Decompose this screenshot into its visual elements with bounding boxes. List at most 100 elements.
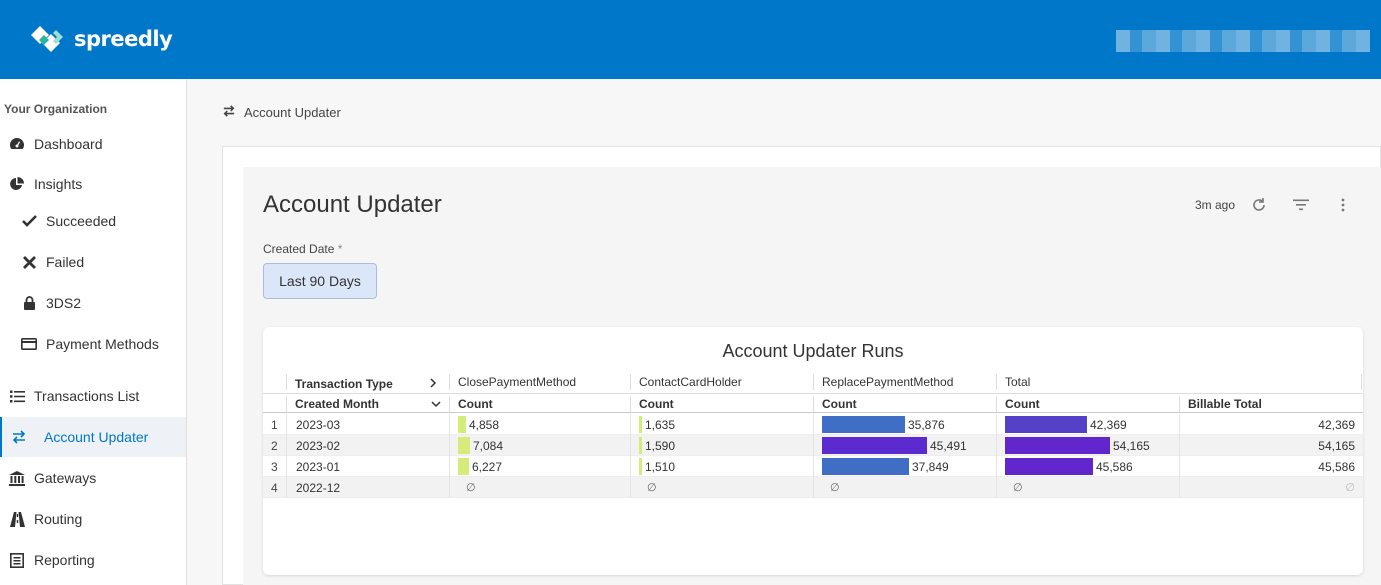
sidebar-item-label: Reporting <box>34 552 95 568</box>
pivot-dimension-label: Transaction Type <box>295 377 393 391</box>
row-dimension-label: Created Month <box>295 397 379 411</box>
brand-name: spreedly <box>74 27 173 51</box>
sidebar-item-label: Insights <box>34 176 83 192</box>
table-row[interactable]: 2 2023-02 7,084 1,590 45,491 54,165 54,165 <box>263 435 1363 456</box>
count-bar <box>458 416 466 433</box>
measure-header[interactable]: Count <box>458 397 493 411</box>
table-title: Account Updater Runs <box>722 341 904 361</box>
report-icon <box>9 552 25 568</box>
chevron-down-icon[interactable] <box>431 394 441 414</box>
refresh-icon[interactable] <box>1249 195 1269 215</box>
swap-icon <box>222 105 236 120</box>
column-divider <box>996 456 997 477</box>
more-options-icon[interactable] <box>1333 195 1353 215</box>
count-bar <box>822 416 905 433</box>
billable-total-value: 45,586 <box>1318 460 1355 474</box>
null-value: ∅ <box>647 482 657 494</box>
account-updater-runs-card: Account Updater Runs Transaction Type Cl… <box>263 327 1363 575</box>
count-value: 4,858 <box>469 418 500 432</box>
breadcrumb-label: Account Updater <box>244 105 341 120</box>
column-header-contact[interactable]: ContactCardHolder <box>639 375 742 389</box>
road-icon <box>9 511 25 527</box>
filter-icon[interactable] <box>1291 195 1311 215</box>
top-bar: spreedly <box>0 0 1381 79</box>
null-value: ∅ <box>830 482 840 494</box>
spreedly-logo[interactable]: spreedly <box>30 24 173 54</box>
row-number: 1 <box>271 418 278 432</box>
column-divider <box>286 477 287 498</box>
row-number: 2 <box>271 439 278 453</box>
count-bar <box>639 458 642 475</box>
count-bar <box>639 437 642 454</box>
sidebar-item-3ds2[interactable]: 3DS2 <box>0 283 186 323</box>
count-bar <box>1005 458 1093 475</box>
column-divider <box>813 435 814 456</box>
column-header-total[interactable]: Total <box>1005 375 1031 389</box>
column-divider <box>286 435 287 456</box>
billable-total-value: 54,165 <box>1318 439 1355 453</box>
count-value: 37,849 <box>912 460 949 474</box>
last-updated: 3m ago <box>1194 198 1235 212</box>
org-title: Your Organization <box>4 102 108 116</box>
table-row[interactable]: 4 2022-12 ∅ ∅ ∅ ∅ ∅ <box>263 477 1363 498</box>
sidebar-item-label: Account Updater <box>44 429 149 445</box>
row-number: 4 <box>271 481 278 495</box>
column-header-replace[interactable]: ReplacePaymentMethod <box>822 375 954 389</box>
sidebar-item-reporting[interactable]: Reporting <box>0 540 186 580</box>
billable-total-header[interactable]: Billable Total <box>1188 397 1262 411</box>
count-value: 45,491 <box>930 439 967 453</box>
chevron-right-icon[interactable] <box>429 374 437 394</box>
table-row[interactable]: 1 2023-03 4,858 1,635 35,876 42,369 42,369 <box>263 414 1363 435</box>
count-bar <box>1005 416 1087 433</box>
sidebar-item-failed[interactable]: Failed <box>0 242 186 282</box>
null-value: ∅ <box>466 482 476 494</box>
column-divider <box>813 477 814 498</box>
count-value: 7,084 <box>473 439 504 453</box>
column-divider <box>286 414 287 435</box>
column-divider <box>996 435 997 456</box>
list-icon <box>9 388 25 404</box>
count-value: 6,227 <box>472 460 503 474</box>
filter-label-text: Created Date <box>263 242 335 256</box>
measure-header[interactable]: Count <box>1005 397 1040 411</box>
sidebar-item-label: 3DS2 <box>46 295 82 311</box>
sidebar-item-account-updater[interactable]: Account Updater <box>0 417 186 457</box>
sidebar-item-label: Routing <box>34 511 83 527</box>
count-bar <box>822 437 927 454</box>
column-divider <box>996 414 997 435</box>
column-divider <box>630 456 631 477</box>
sidebar: Your Organization Dashboard Insights Suc… <box>0 79 187 585</box>
sidebar-item-routing[interactable]: Routing <box>0 499 186 539</box>
measure-header[interactable]: Count <box>639 397 674 411</box>
sidebar-item-succeeded[interactable]: Succeeded <box>0 201 186 241</box>
column-divider <box>630 414 631 435</box>
created-month-cell: 2023-01 <box>296 460 341 474</box>
count-value: 45,586 <box>1096 460 1133 474</box>
null-value: ∅ <box>1013 482 1023 494</box>
count-bar <box>1005 437 1110 454</box>
column-divider <box>1179 414 1180 435</box>
column-header-close[interactable]: ClosePaymentMethod <box>458 375 577 389</box>
sidebar-item-dashboard[interactable]: Dashboard <box>0 124 186 164</box>
sidebar-item-label: Gateways <box>34 470 97 486</box>
sidebar-item-insights[interactable]: Insights <box>0 164 186 204</box>
column-divider <box>449 414 450 435</box>
pivot-header-row: Transaction Type ClosePaymentMethod Cont… <box>263 372 1363 392</box>
column-divider <box>449 435 450 456</box>
measure-header-row: Created Month Count Count Count Count Bi… <box>263 393 1363 413</box>
sidebar-item-transactions-list[interactable]: Transactions List <box>0 376 186 416</box>
user-menu-redacted[interactable] <box>1116 30 1370 52</box>
measure-header[interactable]: Count <box>822 397 857 411</box>
column-divider <box>996 477 997 498</box>
created-month-cell: 2023-03 <box>296 418 341 432</box>
table-row[interactable]: 3 2023-01 6,227 1,510 37,849 45,586 45,586 <box>263 456 1363 477</box>
x-icon <box>21 254 37 270</box>
lock-icon <box>21 295 37 311</box>
column-divider <box>813 456 814 477</box>
column-divider <box>813 414 814 435</box>
created-month-cell: 2023-02 <box>296 439 341 453</box>
column-divider <box>630 435 631 456</box>
sidebar-item-payment-methods[interactable]: Payment Methods <box>0 324 186 364</box>
sidebar-item-gateways[interactable]: Gateways <box>0 458 186 498</box>
created-date-filter-button[interactable]: Last 90 Days <box>263 263 377 299</box>
